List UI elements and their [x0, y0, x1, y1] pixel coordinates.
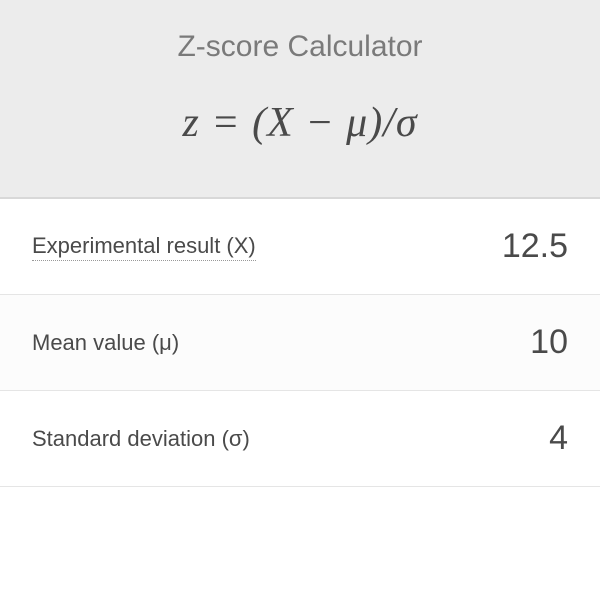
calculator-title: Z-score Calculator [20, 30, 580, 64]
input-rows: Experimental result (X) 12.5 Mean value … [0, 197, 600, 487]
input-value[interactable]: 10 [530, 323, 568, 362]
input-value[interactable]: 12.5 [502, 227, 568, 266]
input-row-mean[interactable]: Mean value (μ) 10 [0, 294, 600, 390]
input-row-experimental[interactable]: Experimental result (X) 12.5 [0, 197, 600, 294]
calculator-widget: Z-score Calculator z = (X − μ)/σ Experim… [0, 0, 600, 600]
input-row-stddev[interactable]: Standard deviation (σ) 4 [0, 390, 600, 487]
input-value[interactable]: 4 [549, 419, 568, 458]
calculator-header: Z-score Calculator z = (X − μ)/σ [0, 0, 600, 197]
input-label: Experimental result (X) [32, 233, 256, 261]
calculator-formula: z = (X − μ)/σ [20, 99, 580, 177]
input-label: Standard deviation (σ) [32, 426, 250, 452]
input-label: Mean value (μ) [32, 330, 179, 356]
